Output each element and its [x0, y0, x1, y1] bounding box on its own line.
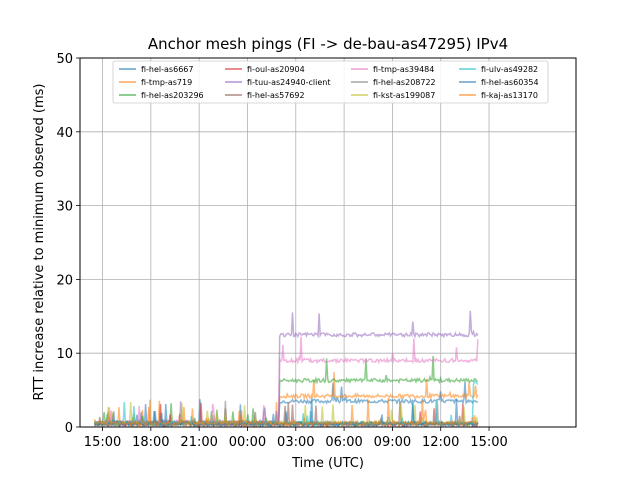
y-axis: 0 10 20 30 40 50 — [56, 52, 80, 436]
series-line-fi-kaj-as13170 — [94, 398, 478, 428]
legend-entry: fi-tuu-as24940-client — [247, 78, 330, 87]
chart-title: Anchor mesh pings (FI -> de-bau-as47295)… — [148, 35, 508, 53]
x-tick-label: 18:00 — [132, 435, 169, 450]
legend-entry: fi-hel-as57692 — [247, 91, 305, 100]
legend-entry: fi-kst-as199087 — [373, 91, 435, 100]
x-tick-label: 21:00 — [180, 435, 217, 450]
y-tick-label: 0 — [65, 421, 73, 436]
y-tick-label: 30 — [56, 200, 73, 215]
legend-box — [112, 60, 549, 104]
legend-entry: fi-hel-as208722 — [373, 78, 436, 87]
y-tick-label: 10 — [56, 347, 73, 362]
legend-entry: fi-kaj-as13170 — [481, 91, 538, 100]
legend-entry: fi-hel-as6667 — [141, 65, 193, 74]
legend-entry: fi-hel-as60354 — [481, 78, 539, 87]
x-tick-label: 09:00 — [374, 435, 411, 450]
plot-frame — [79, 57, 577, 428]
series-lines — [93, 310, 479, 429]
series-line-fi-tmp-as39484 — [93, 336, 479, 428]
plot-area — [80, 58, 576, 427]
x-tick-label: 06:00 — [325, 435, 362, 450]
legend-entry: fi-hel-as203296 — [141, 91, 204, 100]
y-tick-label: 40 — [56, 126, 73, 141]
legend: fi-hel-as6667 fi-tmp-as719 fi-hel-as203296… — [112, 60, 549, 104]
x-axis: 15:00 18:00 21:00 00:00 03:00 06:00 09:00 12:00… — [84, 427, 508, 450]
y-tick-label: 50 — [56, 52, 73, 67]
x-axis-label: Time (UTC) — [291, 456, 364, 471]
x-tick-label: 15:00 — [84, 435, 121, 450]
x-tick-label: 00:00 — [229, 435, 266, 450]
x-tick-label: 03:00 — [277, 435, 314, 450]
legend-entry: fi-tmp-as719 — [141, 78, 192, 87]
legend-entry: fi-tmp-as39484 — [373, 65, 434, 74]
legend-entry: fi-oul-as20904 — [247, 65, 305, 74]
y-tick-label: 20 — [56, 273, 73, 288]
y-axis-label: RTT increase relative to minimum observe… — [32, 84, 47, 401]
legend-entry: fi-ulv-as49282 — [481, 65, 538, 74]
x-tick-label: 12:00 — [422, 435, 459, 450]
x-tick-label: 15:00 — [470, 435, 507, 450]
